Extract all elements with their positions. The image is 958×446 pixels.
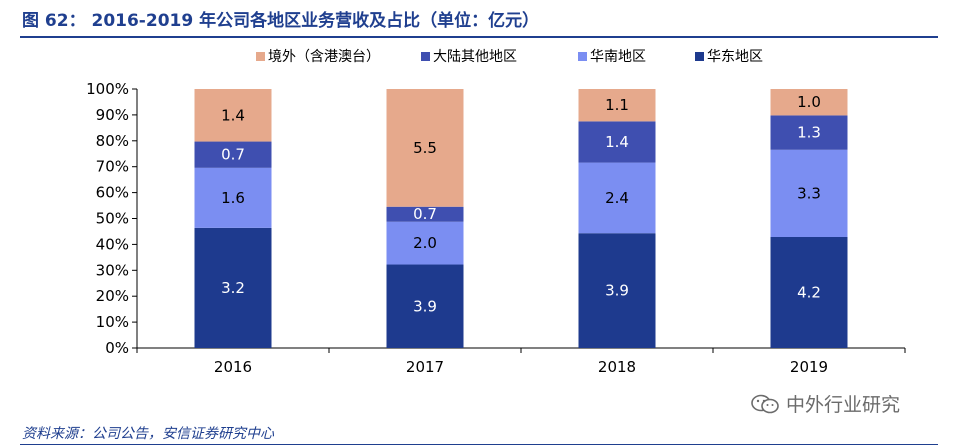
- y-tick-label: 20%: [96, 287, 129, 305]
- bar-segment: [194, 167, 272, 228]
- bar-value-label: 1.3: [797, 124, 821, 142]
- legend-swatch: [578, 52, 587, 61]
- bar-value-label: 1.1: [605, 96, 629, 114]
- legend-label: 华南地区: [590, 49, 646, 65]
- y-tick-label: 0%: [105, 339, 129, 357]
- bar-value-label: 5.5: [413, 139, 437, 157]
- figure-title: 图 62： 2016-2019 年公司各地区业务营收及占比（单位：亿元）: [22, 11, 540, 31]
- title-divider: [20, 36, 938, 38]
- bar-segment: [578, 89, 656, 122]
- bar-segment: [386, 206, 464, 222]
- bar-segment: [386, 264, 464, 348]
- legend-label: 华东地区: [707, 49, 763, 65]
- y-tick-label: 30%: [96, 261, 129, 279]
- bar-value-label: 3.3: [797, 184, 821, 202]
- bar-segment: [578, 162, 656, 234]
- bar-value-label: 1.4: [221, 106, 245, 124]
- bar-value-label: 1.6: [221, 189, 245, 207]
- bar-segment: [386, 221, 464, 265]
- x-tick-label: 2019: [790, 358, 828, 376]
- legend-swatch: [695, 52, 704, 61]
- legend-swatch: [256, 52, 265, 61]
- y-tick-label: 60%: [96, 184, 129, 202]
- bar-value-label: 2.0: [413, 234, 437, 252]
- bar-value-label: 3.9: [605, 282, 629, 300]
- bar-segment: [578, 121, 656, 163]
- bar-value-label: 3.9: [413, 297, 437, 315]
- bar-segment: [194, 227, 272, 348]
- bottom-divider: [20, 444, 938, 445]
- bar-value-label: 1.0: [797, 93, 821, 111]
- bar-segment: [770, 115, 848, 150]
- bar-segment: [770, 89, 848, 116]
- y-tick-label: 100%: [86, 80, 129, 98]
- legend-label: 大陆其他地区: [433, 49, 517, 65]
- watermark: 中外行业研究: [750, 390, 900, 417]
- x-tick-label: 2017: [406, 358, 444, 376]
- bar-segment: [770, 237, 848, 348]
- bar-value-label: 1.4: [605, 133, 629, 151]
- watermark-text: 中外行业研究: [786, 394, 901, 416]
- legend-swatch: [421, 52, 430, 61]
- wechat-icon: [751, 394, 779, 413]
- bar-value-label: 0.7: [413, 205, 437, 223]
- y-tick-label: 80%: [96, 132, 129, 150]
- source-note: 资料来源：公司公告，安信证券研究中心: [22, 426, 274, 442]
- bar-segment: [194, 141, 272, 168]
- bar-value-label: 2.4: [605, 189, 629, 207]
- x-tick-label: 2018: [598, 358, 636, 376]
- y-tick-label: 70%: [96, 158, 129, 176]
- bar-value-label: 3.2: [221, 279, 245, 297]
- y-tick-label: 40%: [96, 235, 129, 253]
- y-tick-label: 50%: [96, 210, 129, 228]
- bar-value-label: 4.2: [797, 284, 821, 302]
- y-tick-label: 90%: [96, 106, 129, 124]
- x-tick-label: 2016: [214, 358, 252, 376]
- bar-value-label: 0.7: [221, 146, 245, 164]
- bar-segment: [386, 89, 464, 207]
- y-tick-label: 10%: [96, 313, 129, 331]
- bar-segment: [194, 89, 272, 142]
- bar-segment: [770, 149, 848, 237]
- legend-label: 境外（含港澳台）: [268, 49, 380, 65]
- bar-segment: [578, 233, 656, 348]
